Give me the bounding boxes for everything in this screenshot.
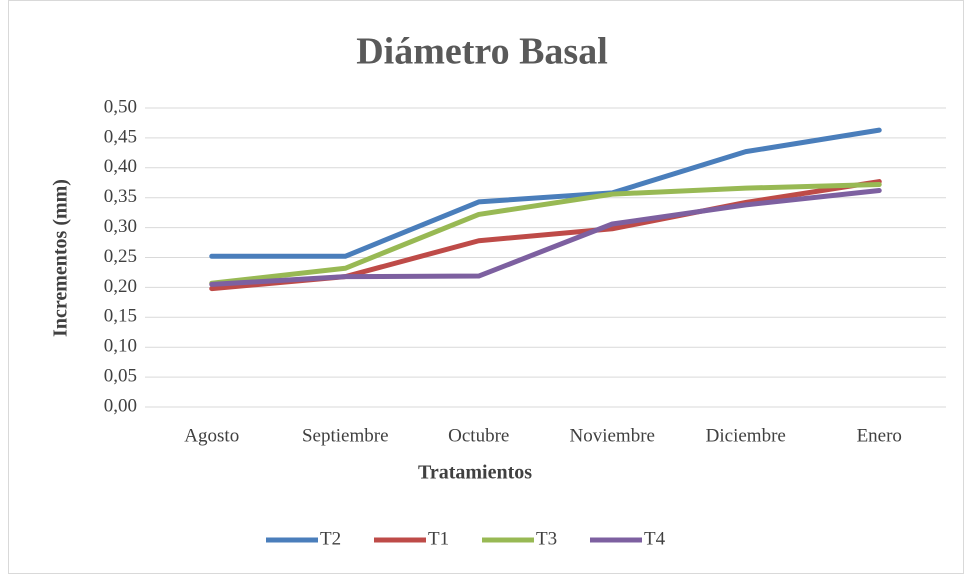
x-tick-label: Agosto (184, 425, 239, 446)
line-series (209, 182, 882, 286)
x-tick-label: Diciembre (706, 425, 786, 446)
y-tick-label: 0,25 (104, 246, 137, 267)
y-axis-title: Incrementos (mm) (50, 179, 72, 337)
y-tick-label: 0,00 (104, 395, 137, 416)
x-tick-label: Noviembre (570, 425, 655, 446)
x-tick-label: Enero (857, 425, 902, 446)
legend-label: T2 (320, 528, 341, 549)
x-axis-title: Tratamientos (418, 462, 532, 484)
y-tick-label: 0,50 (104, 96, 137, 117)
line-series (209, 188, 882, 287)
legend-label: T4 (644, 528, 666, 549)
legend-label: T1 (428, 528, 449, 549)
y-tick-label: 0,15 (104, 306, 137, 327)
x-tick-label: Octubre (448, 425, 509, 446)
legend-label: T3 (536, 528, 557, 549)
y-tick-label: 0,05 (104, 365, 137, 386)
x-tick-label: Septiembre (302, 425, 389, 446)
y-tick-label: 0,30 (104, 216, 137, 237)
y-tick-label: 0,20 (104, 276, 137, 297)
line-series (209, 127, 882, 259)
y-tick-label: 0,35 (104, 186, 137, 207)
y-tick-label: 0,10 (104, 336, 137, 357)
y-tick-label: 0,40 (104, 156, 137, 177)
y-tick-label: 0,45 (104, 126, 137, 147)
chart-title: Diámetro Basal (356, 31, 608, 73)
